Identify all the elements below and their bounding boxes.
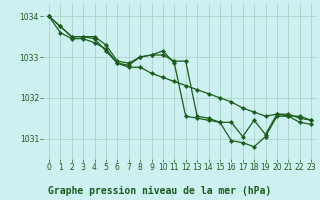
Text: Graphe pression niveau de la mer (hPa): Graphe pression niveau de la mer (hPa) [48,186,272,196]
